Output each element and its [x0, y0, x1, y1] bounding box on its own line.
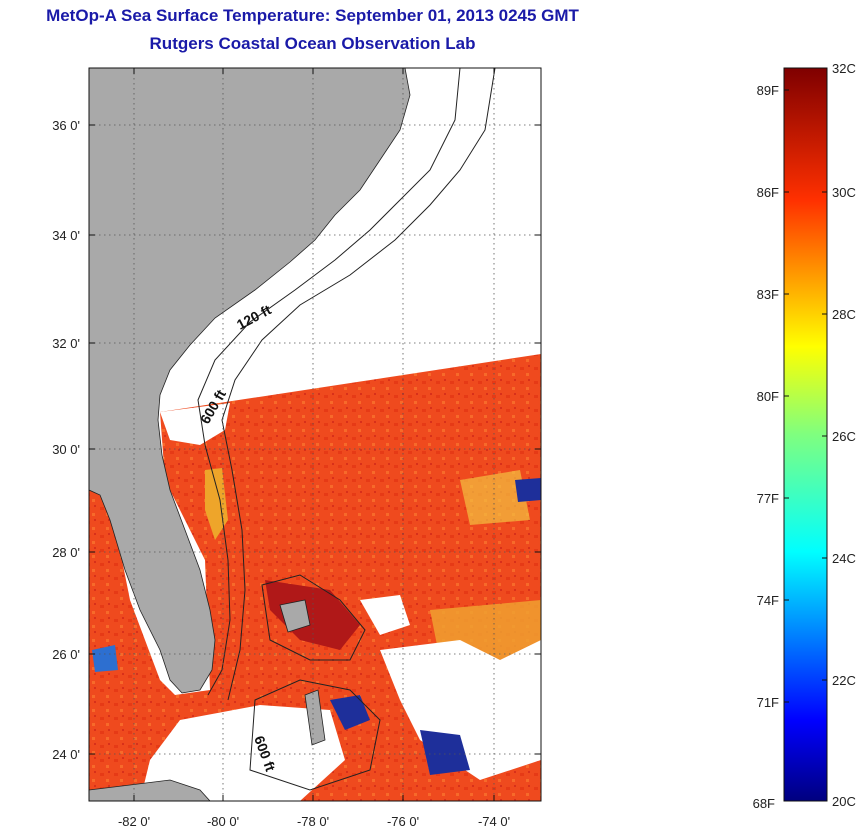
colorbar-celsius-label: 32C	[832, 61, 856, 76]
colorbar-fahrenheit-label: 77F	[757, 491, 779, 506]
sst-warm-patch	[460, 470, 530, 525]
colorbar-fahrenheit-label: 74F	[757, 593, 779, 608]
land-southeast-us	[89, 68, 411, 694]
cold-cloud-edge	[420, 730, 470, 775]
depth-contour-600ft	[221, 68, 496, 701]
colorbar-celsius-label: 24C	[832, 551, 856, 566]
lat-label: 26 0'	[52, 647, 80, 662]
colorbar	[783, 67, 828, 802]
map-title: MetOp-A Sea Surface Temperature: Septemb…	[46, 6, 579, 25]
lat-label: 28 0'	[52, 545, 80, 560]
map-subtitle: Rutgers Coastal Ocean Observation Lab	[149, 34, 476, 53]
cloud-area	[360, 595, 410, 635]
colorbar-fahrenheit-label: 89F	[757, 83, 779, 98]
colorbar-fahrenheit-label: 80F	[757, 389, 779, 404]
map-ticks	[89, 68, 541, 801]
map-frame	[88, 67, 542, 802]
depth-contour-120ft	[197, 68, 461, 696]
sst-warm-patch	[205, 468, 228, 540]
lat-label: 34 0'	[52, 228, 80, 243]
colorbar-celsius-label: 26C	[832, 429, 856, 444]
lon-label: -78 0'	[297, 814, 329, 829]
colorbar-ticks	[784, 89, 827, 703]
lon-label: -80 0'	[207, 814, 239, 829]
lon-label: -76 0'	[387, 814, 419, 829]
cold-cloud-edge	[515, 478, 541, 502]
lon-label: -74 0'	[478, 814, 510, 829]
land-cuba	[89, 779, 211, 801]
colorbar-fahrenheit-label: 71F	[757, 695, 779, 710]
lon-label: -82 0'	[118, 814, 150, 829]
cold-cloud-edge	[92, 645, 118, 672]
graticule	[89, 68, 541, 801]
lat-label: 30 0'	[52, 442, 80, 457]
cold-cloud-edge	[330, 695, 370, 730]
cloud-area	[140, 705, 345, 801]
cloud-area	[160, 403, 230, 445]
depth-contour-bahamas	[261, 574, 366, 661]
lat-label: 32 0'	[52, 336, 80, 351]
colorbar-fahrenheit-label: 86F	[757, 185, 779, 200]
lat-label: 24 0'	[52, 747, 80, 762]
colorbar-celsius-label: 28C	[832, 307, 856, 322]
cloud-area	[380, 640, 541, 780]
land-bahamas	[279, 599, 311, 633]
colorbar-fahrenheit-label: 68F	[753, 796, 775, 811]
land-bahamas	[304, 689, 326, 746]
depth-contour-bahamas	[249, 679, 381, 791]
colorbar-fahrenheit-label: 83F	[757, 287, 779, 302]
colorbar-celsius-label: 20C	[832, 794, 856, 809]
colorbar-celsius-label: 30C	[832, 185, 856, 200]
colorbar-celsius-label: 22C	[832, 673, 856, 688]
lat-label: 36 0'	[52, 118, 80, 133]
